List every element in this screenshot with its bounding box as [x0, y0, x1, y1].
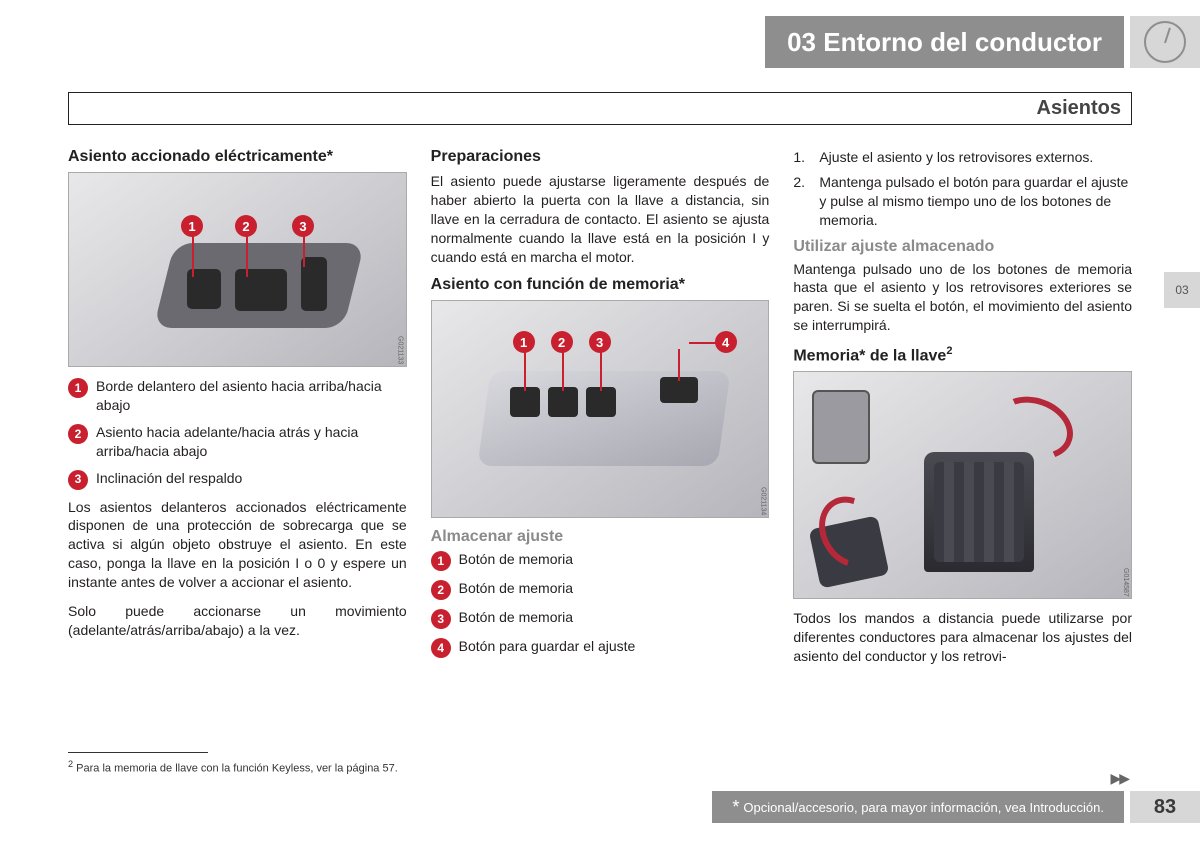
column-3: 1.Ajuste el asiento y los retrovisores e… — [793, 148, 1132, 676]
list-item: 3Inclinación del respaldo — [68, 469, 407, 490]
paragraph: Todos los mandos a distancia puede utili… — [793, 609, 1132, 666]
figure-code: G014587 — [1122, 568, 1129, 597]
col1-heading: Asiento accionado eléctricamente* — [68, 148, 407, 166]
content-area: Asiento accionado eléctricamente* 1 2 3 … — [68, 148, 1132, 676]
ordered-item: 2.Mantenga pulsado el botón para guardar… — [793, 173, 1132, 230]
marker-2: 2 — [551, 331, 573, 353]
side-tab: 03 — [1164, 272, 1200, 308]
paragraph: Mantenga pulsado uno de los botones de m… — [793, 260, 1132, 336]
header-icon-box — [1130, 16, 1200, 68]
paragraph: El asiento puede ajustarse ligeramente d… — [431, 172, 770, 266]
column-2: Preparaciones El asiento puede ajustarse… — [431, 148, 770, 676]
figure-seat-memory: 1 2 3 4 G021134 — [431, 300, 770, 518]
list-item: 2Botón de memoria — [431, 579, 770, 600]
list-item: 1Borde delantero del asiento hacia arrib… — [68, 377, 407, 415]
col3-heading-2: Memoria* de la llave2 — [793, 345, 1132, 365]
col2-heading-3: Almacenar ajuste — [431, 528, 770, 546]
column-1: Asiento accionado eléctricamente* 1 2 3 … — [68, 148, 407, 676]
list-item: 4Botón para guardar el ajuste — [431, 637, 770, 658]
marker-3: 3 — [589, 331, 611, 353]
paragraph: Los asientos delanteros accionados eléct… — [68, 498, 407, 592]
figure-code: G021134 — [759, 487, 766, 515]
marker-2: 2 — [235, 215, 257, 237]
chapter-title: 03 Entorno del conductor — [765, 16, 1124, 68]
marker-4: 4 — [715, 331, 737, 353]
col3-heading-1: Utilizar ajuste almacenado — [793, 238, 1132, 256]
list-item: 3Botón de memoria — [431, 608, 770, 629]
figure-key-memory: G014587 — [793, 371, 1132, 599]
list-item: 1Botón de memoria — [431, 550, 770, 571]
col2-heading-2: Asiento con función de memoria* — [431, 276, 770, 294]
header-band: 03 Entorno del conductor — [765, 16, 1200, 68]
marker-1: 1 — [513, 331, 535, 353]
marker-1: 1 — [181, 215, 203, 237]
star-icon: * — [732, 797, 739, 818]
list-item: 2Asiento hacia adelante/hacia atrás y ha… — [68, 423, 407, 461]
col2-heading-1: Preparaciones — [431, 148, 770, 166]
figure-code: G021133 — [397, 336, 404, 364]
footer-band: *Opcional/accesorio, para mayor informac… — [712, 791, 1200, 823]
marker-3: 3 — [292, 215, 314, 237]
figure-seat-electric: 1 2 3 G021133 — [68, 172, 407, 367]
ordered-item: 1.Ajuste el asiento y los retrovisores e… — [793, 148, 1132, 167]
footnote-rule — [68, 752, 208, 753]
footnote: 2 Para la memoria de llave con la funció… — [68, 759, 398, 775]
page-number: 83 — [1130, 791, 1200, 823]
section-title: Asientos — [68, 92, 1132, 125]
key-fob-icon — [812, 390, 870, 464]
gauge-icon — [1144, 21, 1186, 63]
continue-icon: ▶▶ — [1110, 770, 1128, 787]
paragraph: Solo puede accionarse un movimiento (ade… — [68, 602, 407, 640]
footer-note: *Opcional/accesorio, para mayor informac… — [712, 791, 1124, 823]
